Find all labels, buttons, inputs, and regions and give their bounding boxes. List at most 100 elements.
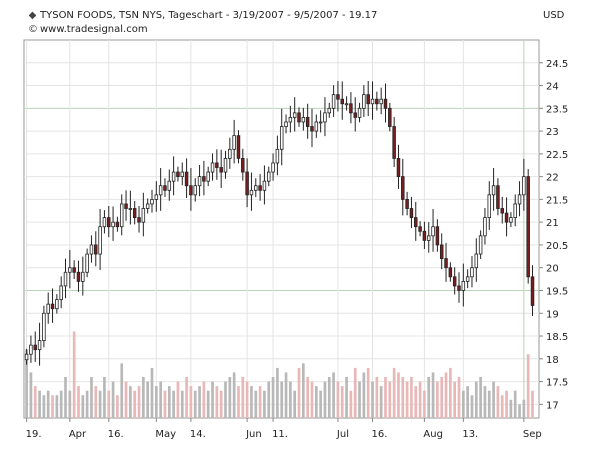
candle-body	[500, 208, 504, 214]
candle-body	[496, 185, 500, 209]
volume-bar	[142, 377, 145, 418]
volume-bar	[531, 390, 534, 418]
volume-bar	[245, 381, 249, 418]
candle-body	[37, 340, 42, 351]
source-credit: © www.tradesignal.com	[28, 24, 148, 36]
volume-bar	[77, 386, 80, 418]
source-credit-text[interactable]: www.tradesignal.com	[40, 24, 148, 35]
x-tick-label: Jul	[336, 429, 349, 440]
volume-bar	[90, 377, 93, 418]
x-axis: 19. Apr 16. May 14. Jun 11. Jul 16. Aug 13. Sep	[26, 418, 542, 440]
volume-bar	[314, 386, 318, 418]
y-tick-label: 19.5	[546, 286, 568, 297]
candle-body	[59, 285, 63, 300]
volume-bar	[496, 386, 500, 418]
volume-bar	[306, 377, 310, 418]
candle-body	[474, 253, 479, 269]
volume-bar	[81, 395, 85, 418]
y-axis: 17 17.5 18 18.5 19 19.5 20 20.5 21 21.5 22 22.5 23 23…	[539, 59, 568, 411]
currency-label: USD	[543, 10, 565, 21]
candle-body	[509, 217, 513, 223]
volume-bar	[323, 381, 327, 418]
candle-body	[452, 276, 457, 287]
candle-body	[137, 217, 141, 223]
volume-bar	[25, 349, 28, 418]
volume-bar	[284, 372, 288, 418]
volume-bar	[250, 386, 253, 418]
candle-body	[128, 208, 133, 210]
volume-bar	[397, 372, 400, 418]
volume-bar	[55, 395, 59, 418]
y-tick-label: 21.5	[546, 195, 568, 206]
volume-bar	[29, 372, 33, 418]
candle-body	[522, 176, 526, 196]
volume-bar	[427, 377, 431, 418]
volume-bar	[362, 372, 366, 418]
volume-bar	[271, 377, 275, 418]
volume-bar	[124, 381, 128, 418]
volume-bar	[522, 399, 526, 418]
candle-body	[318, 121, 323, 124]
volume-bar	[263, 390, 266, 418]
volume-bar	[500, 395, 504, 418]
candle-body	[370, 98, 375, 105]
y-tick-label: 22	[546, 173, 559, 184]
candle-body	[431, 226, 435, 237]
volume-bar	[332, 372, 335, 418]
candle-body	[292, 112, 297, 118]
candle-body	[483, 217, 487, 237]
volume-bar	[336, 381, 340, 418]
volume-bar	[410, 377, 413, 418]
candle-body	[405, 198, 409, 209]
volume-bar	[366, 367, 370, 418]
volume-bar	[505, 390, 508, 418]
candle-body	[236, 135, 241, 159]
volume-bar	[228, 377, 232, 418]
x-tick-label: Jun	[245, 429, 262, 440]
candle-body	[107, 217, 111, 228]
volume-bar	[440, 377, 444, 418]
volume-bar	[202, 381, 206, 418]
candle-body	[55, 299, 59, 310]
volume-bar	[72, 331, 76, 418]
candle-body	[336, 94, 340, 100]
volume-bar	[193, 390, 197, 418]
candle-body	[24, 353, 29, 361]
y-tick-label: 23	[546, 127, 559, 138]
volume-bar	[349, 390, 353, 418]
x-tick-label: Aug	[423, 429, 443, 440]
volume-bar	[107, 390, 111, 418]
candle-body	[396, 158, 401, 178]
candle-body	[94, 244, 98, 255]
volume-bar	[461, 390, 465, 418]
candle-body	[349, 103, 353, 114]
candlesticks	[24, 80, 535, 366]
candle-body	[271, 162, 275, 173]
volume-bar	[327, 377, 331, 418]
y-tick-label: 23.5	[546, 104, 568, 115]
candle-body	[439, 244, 444, 260]
candle-body	[388, 107, 392, 127]
candle-body	[81, 271, 85, 282]
volume-bar	[470, 395, 474, 418]
candle-body	[353, 112, 357, 118]
candle-body	[275, 148, 280, 164]
candle-body	[145, 203, 150, 209]
candle-body	[232, 135, 236, 150]
volume-bar	[167, 386, 171, 418]
candle-body	[357, 107, 362, 118]
volume-bar	[431, 372, 435, 418]
candle-body	[206, 171, 210, 182]
y-tick-label: 17	[546, 400, 559, 411]
candle-body	[189, 185, 193, 196]
chart-title: ◆ TYSON FOODS, TSN NYS, Tageschart - 3/19…	[28, 10, 378, 22]
y-tick-label: 24.5	[546, 59, 568, 70]
volume-bar	[51, 395, 54, 418]
volume-bar	[449, 367, 452, 418]
volume-bar	[401, 377, 405, 418]
plot-area	[23, 39, 540, 419]
candle-body	[210, 162, 215, 173]
x-tick-label: 14.	[190, 429, 206, 440]
volume-bar	[206, 390, 210, 418]
candle-body	[340, 98, 344, 105]
